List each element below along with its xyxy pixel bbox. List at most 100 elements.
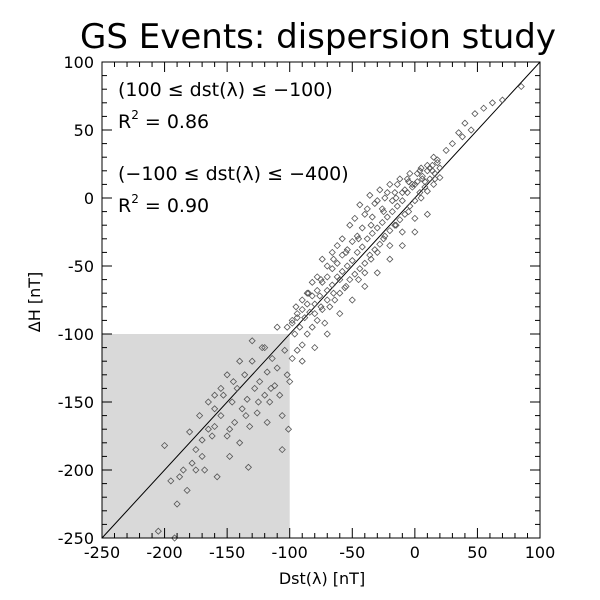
data-point [378, 205, 386, 213]
data-point [363, 235, 371, 243]
data-point [323, 262, 331, 270]
data-point [461, 119, 469, 127]
x-tick-label: -200 [146, 543, 182, 562]
data-point [333, 242, 341, 250]
data-point [238, 405, 246, 413]
data-point [406, 169, 414, 178]
data-point [386, 227, 394, 235]
data-point [211, 405, 219, 413]
data-point [211, 391, 219, 399]
annotation-range-1: (100 ≤ dst(λ) ≤ −100) [118, 79, 333, 101]
data-point [284, 425, 293, 433]
data-point [318, 278, 326, 286]
r2-1-prefix: R [118, 111, 131, 133]
data-point [343, 262, 351, 270]
data-point [448, 140, 456, 148]
data-point [393, 202, 401, 210]
data-point [341, 284, 349, 292]
data-point [423, 210, 431, 218]
data-point [392, 221, 400, 229]
data-point [388, 208, 396, 216]
data-point [311, 310, 319, 318]
data-point [455, 129, 463, 137]
data-point [211, 422, 219, 431]
data-point [421, 183, 429, 191]
data-point [328, 265, 336, 273]
data-point [342, 248, 350, 256]
data-point [298, 357, 306, 365]
data-point [281, 346, 289, 354]
data-point [373, 197, 381, 205]
y-tick-label: -100 [58, 325, 94, 344]
data-point [346, 221, 354, 229]
y-axis-label: ΔH [nT] [25, 272, 44, 332]
data-point [313, 286, 321, 295]
data-point [188, 459, 196, 467]
data-point [423, 161, 431, 169]
data-point [271, 382, 279, 390]
data-point [217, 384, 225, 392]
data-point [293, 310, 301, 318]
data-point [303, 289, 311, 297]
data-point [268, 354, 276, 363]
annotation-range-2: (−100 ≤ dst(λ) ≤ −400) [118, 163, 349, 185]
data-point [273, 323, 281, 331]
data-point [329, 289, 338, 297]
data-point [317, 303, 325, 311]
data-point [430, 180, 438, 188]
data-point [198, 452, 206, 460]
data-point [398, 197, 406, 205]
data-point [488, 99, 497, 107]
data-point [288, 316, 296, 324]
data-point [298, 305, 306, 314]
data-point [217, 412, 225, 420]
data-point [398, 228, 406, 236]
data-point [171, 534, 179, 542]
data-point [229, 378, 237, 386]
data-point [326, 303, 334, 311]
data-point [411, 214, 419, 222]
data-point [367, 221, 375, 229]
data-point [376, 240, 384, 248]
data-point [367, 255, 375, 263]
data-point [361, 282, 369, 290]
data-point [403, 175, 411, 183]
data-point [323, 286, 331, 295]
data-point [388, 197, 396, 205]
data-point [204, 398, 212, 406]
data-point [351, 270, 359, 278]
data-point [392, 194, 400, 202]
data-point [401, 210, 409, 218]
data-point [186, 428, 194, 436]
data-point [231, 418, 239, 426]
plot-area [101, 61, 541, 539]
data-point [283, 323, 291, 331]
data-point [371, 199, 379, 208]
data-point [248, 357, 256, 365]
data-point [333, 259, 341, 267]
data-point [368, 229, 376, 237]
data-point [308, 278, 316, 286]
data-point [154, 527, 162, 535]
data-point [354, 235, 363, 243]
data-point [398, 242, 406, 250]
data-point [336, 289, 344, 297]
data-point [442, 146, 450, 154]
data-point [458, 133, 466, 141]
data-point [308, 292, 316, 300]
data-point [233, 384, 241, 392]
data-point [423, 187, 431, 195]
data-point [411, 228, 419, 236]
data-point [421, 178, 429, 186]
data-point [201, 466, 209, 474]
data-point [361, 259, 369, 267]
data-point [411, 197, 419, 205]
data-point [378, 218, 386, 227]
data-point [293, 314, 301, 322]
data-point [351, 214, 359, 222]
data-point [348, 237, 356, 246]
annotation-r2-1: R2 = 0.86 [118, 108, 209, 133]
data-point [261, 344, 269, 352]
data-point [236, 439, 244, 447]
data-point [396, 175, 404, 183]
